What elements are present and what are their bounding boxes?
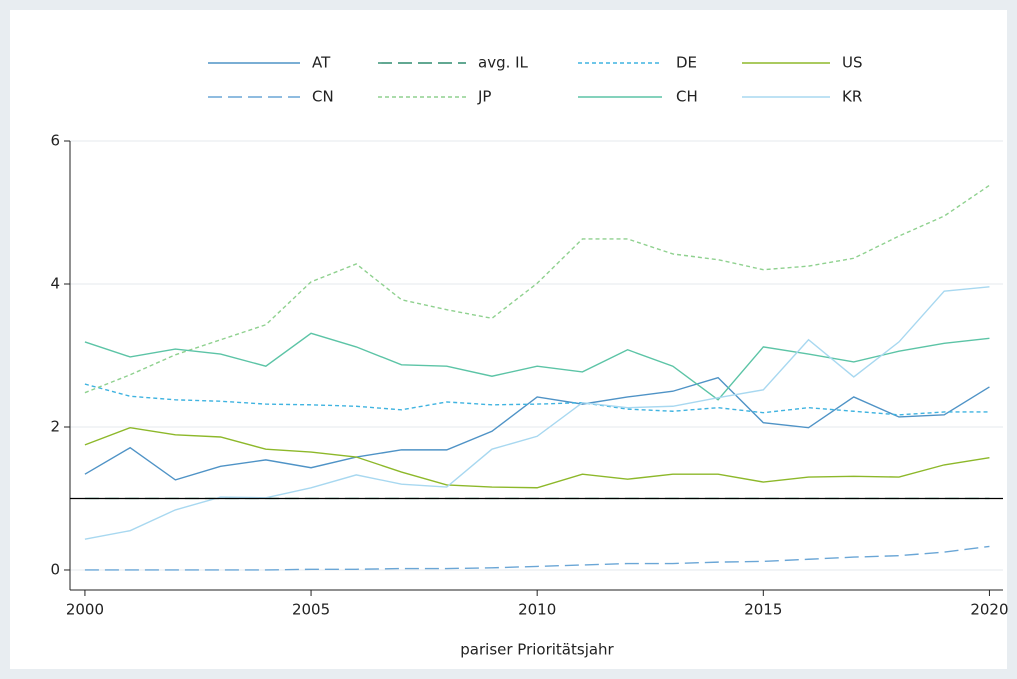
y-tick-label: 0	[50, 560, 60, 578]
series-line	[84, 426, 990, 489]
x-tick-label: 2000	[66, 601, 104, 619]
plot-background	[10, 10, 1007, 669]
series-line	[84, 376, 990, 481]
series-line	[84, 286, 990, 540]
legend-label: DE	[676, 54, 697, 72]
legend-label: AT	[312, 54, 331, 72]
series-line	[84, 383, 990, 416]
x-tick-label: 2015	[744, 601, 782, 619]
y-tick-label: 2	[50, 417, 60, 435]
legend-label: US	[842, 54, 863, 72]
y-tick-label: 4	[50, 274, 60, 292]
legend-label: avg. IL	[478, 54, 529, 72]
legend-label: KR	[842, 88, 862, 106]
series-line	[84, 332, 990, 401]
legend-label: CN	[312, 88, 334, 106]
x-tick-label: 2005	[292, 601, 330, 619]
x-axis-label: pariser Prioritätsjahr	[460, 641, 614, 659]
legend-label: JP	[477, 88, 491, 106]
series-line	[84, 545, 990, 571]
y-tick-label: 6	[50, 132, 60, 150]
x-tick-label: 2010	[518, 601, 556, 619]
x-tick-label: 2020	[970, 601, 1008, 619]
legend-label: CH	[676, 88, 698, 106]
series-line	[84, 184, 990, 394]
